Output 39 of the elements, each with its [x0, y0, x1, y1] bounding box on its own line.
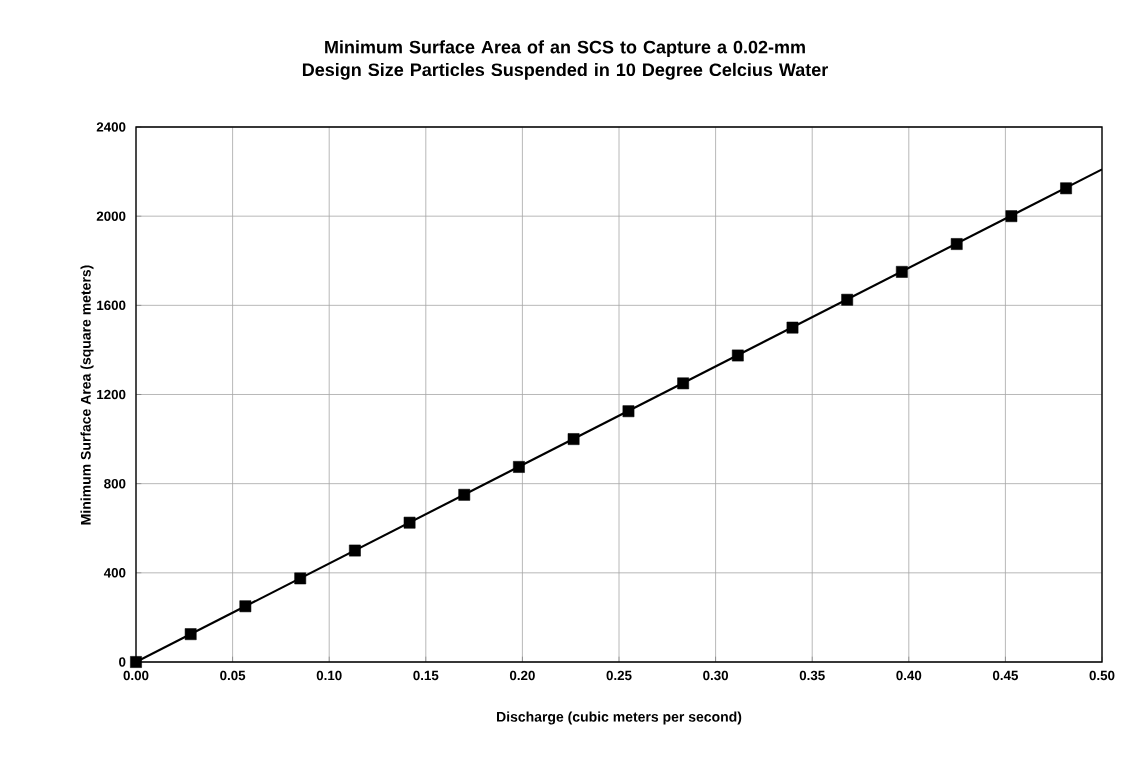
- point: [677, 377, 690, 390]
- chart-title: Minimum Surface Area of an SCS to Capture a 0.02-mm Design Size Particles Suspended in 10 Degree Celcius Water: [302, 40, 828, 80]
- point: [513, 461, 525, 473]
- x-tick-label: 0.05: [220, 670, 246, 681]
- x-tick-label: 0.30: [703, 670, 729, 681]
- y-tick-label: 1600: [97, 300, 126, 311]
- x-tick-label: 0.25: [606, 670, 632, 681]
- point: [1005, 210, 1018, 223]
- x-tick-label: 0.45: [992, 670, 1019, 681]
- x-tick-label: 0.35: [799, 670, 825, 681]
- y-tick-label: 1200: [97, 389, 126, 400]
- point: [622, 405, 635, 418]
- x-tick-label: 0.15: [413, 670, 439, 681]
- point: [841, 293, 854, 306]
- point: [950, 238, 963, 250]
- point: [239, 600, 252, 613]
- y-tick-label: 2400: [96, 122, 126, 132]
- x-tick-label: 0.40: [896, 670, 922, 681]
- point: [731, 349, 744, 362]
- y-tick-label: 800: [104, 478, 126, 489]
- y-tick-label: 0: [119, 657, 126, 667]
- x-tick-label: 0.50: [1089, 670, 1115, 681]
- x-tick-label: 0.00: [123, 670, 149, 681]
- point: [1060, 182, 1072, 195]
- point: [349, 544, 361, 557]
- point: [294, 572, 307, 585]
- point: [130, 656, 142, 668]
- point: [786, 321, 799, 334]
- y-axis-title: Minimum Surface Area (square meters): [80, 265, 94, 525]
- y-tick-label: 2000: [96, 211, 126, 221]
- x-axis-title: Discharge (cubic meters per second): [497, 711, 742, 725]
- x-tick-label: 0.20: [509, 670, 535, 681]
- point: [458, 488, 471, 501]
- y-tick-label: 400: [103, 568, 126, 578]
- x-tick-label: 0.10: [316, 670, 342, 681]
- point: [567, 433, 580, 445]
- point: [403, 516, 416, 529]
- point: [184, 628, 197, 641]
- point: [895, 266, 908, 278]
